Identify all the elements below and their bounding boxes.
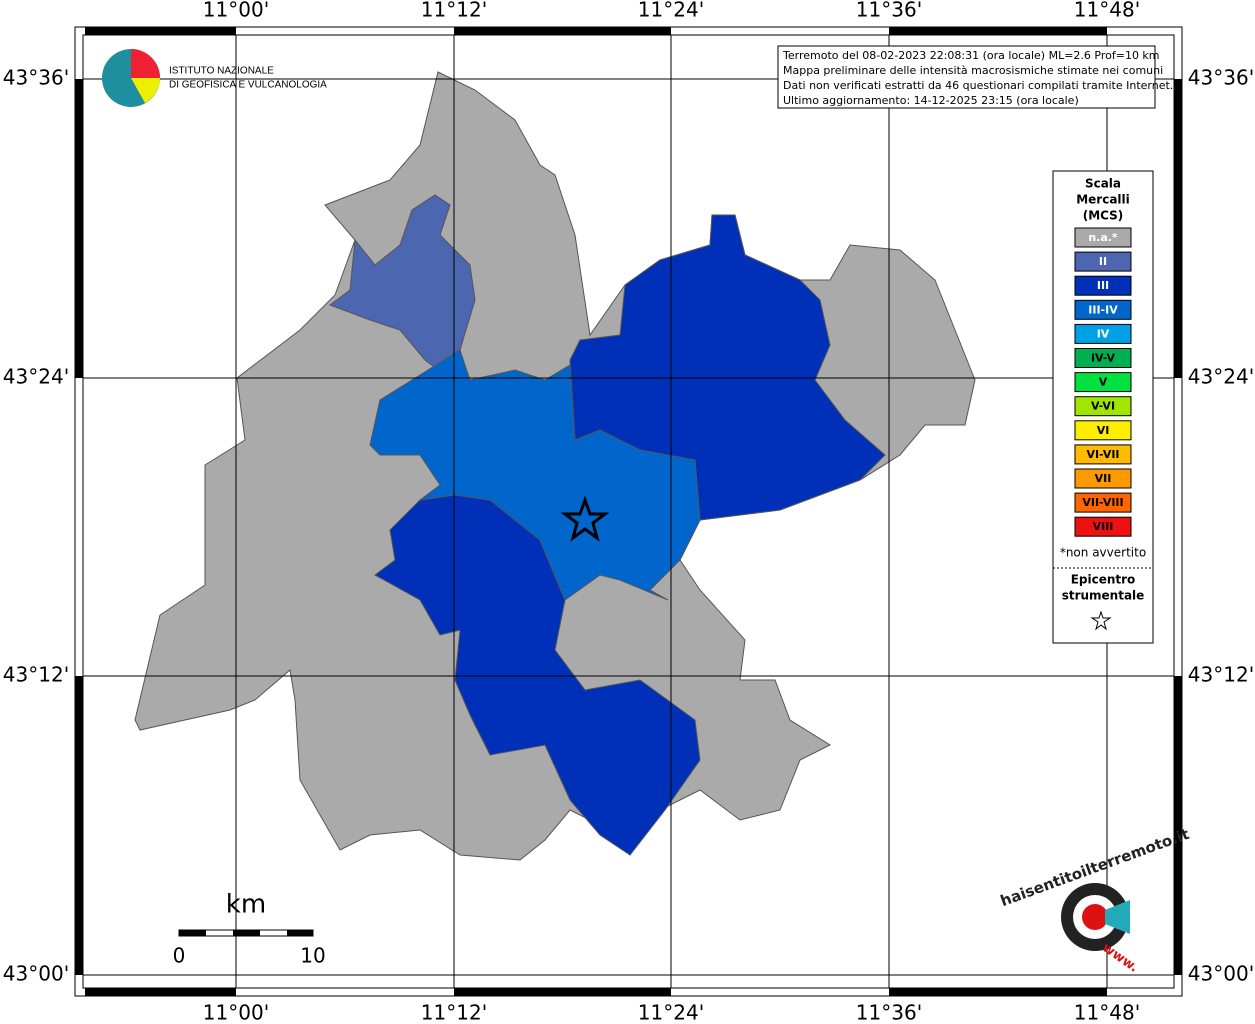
lon-label: 11°00' [203,0,269,22]
legend-swatch [1074,468,1132,489]
legend-label: IV [1097,327,1110,340]
region-ii [328,194,476,376]
legend-swatch [1074,420,1132,441]
legend-swatch [1074,516,1132,537]
legend-swatch [1074,227,1132,248]
legend-swatch [1074,275,1132,296]
legend-swatch [1074,251,1132,272]
legend-label: VI-VII [1086,448,1119,461]
scale-label: 0 [173,944,186,968]
scale-bar: km 0 10 [173,890,326,968]
legend-label: III-IV [1088,303,1118,316]
logo: ISTITUTO NAZIONALE DI GEOFISICA E VULCAN… [102,49,327,107]
logo-segment [131,78,160,103]
lat-label: 43°00' [3,962,69,986]
frame-bar [889,27,1107,35]
legend-swatch [1074,444,1132,465]
scale-label: 10 [300,944,325,968]
lon-label: 11°36' [856,0,922,22]
legend-epicenter: strumentale [1062,589,1145,603]
legend-label: VII [1095,472,1112,485]
lon-label: 11°48' [1074,0,1140,22]
inner-frame [82,34,1175,989]
legend-swatch [1074,372,1132,393]
logo-text: DI GEOFISICA E VULCANOLOGIA [169,80,327,91]
scale-segment [233,930,260,936]
lat-label: 43°00' [1188,962,1254,986]
legend-title: Scala [1085,177,1121,191]
legend-title: Mercalli [1076,193,1130,207]
logo-segment [131,49,160,78]
lat-label: 43°36' [1188,66,1254,90]
info-box [777,45,1156,109]
info-text: Terremoto del 08-02-2023 22:08:31 (ora l… [782,49,1173,107]
legend-swatch [1074,492,1132,513]
legend-label: V-VI [1091,400,1115,413]
lat-label: 43°12' [1188,663,1254,687]
frame-bar [75,79,83,378]
frame-bar [85,988,236,996]
regions [134,71,976,861]
legend-title: (MCS) [1083,209,1124,223]
frame-bar [454,988,671,996]
badge-core [1082,904,1108,930]
lat-label: 43°36' [3,66,69,90]
lat-label: 43°24' [3,365,69,389]
legend-star [1090,610,1112,631]
lat-label: 43°24' [1188,365,1254,389]
legend-swatch [1074,396,1132,417]
region-iii-iv [369,349,701,601]
frame-bar [75,676,83,975]
legend-swatch [1074,299,1132,320]
legend-swatch [1074,323,1132,344]
scale-segment [179,930,206,936]
lat-label: 43°12' [3,663,69,687]
scale-unit: km [226,890,266,920]
info-line: Dati non verificati estratti da 46 quest… [783,79,1173,92]
legend-note: *non avvertito [1060,546,1146,560]
frame-bar [454,27,671,35]
frame-bar [1174,79,1182,378]
lon-label: 11°12' [421,1001,487,1024]
legend-label: V [1099,376,1108,389]
lon-label: 11°24' [638,1001,704,1024]
logo-text: ISTITUTO NAZIONALE [169,66,274,77]
legend-label: III [1097,279,1109,292]
lon-label: 11°24' [638,0,704,22]
frame-bar [1174,676,1182,975]
frame-bar [85,27,236,35]
legend-label: IV-V [1091,352,1116,365]
badge-speaker [1105,900,1130,934]
lon-label: 11°48' [1074,1001,1140,1024]
legend-label: VI [1097,424,1110,437]
legend-label: n.a.* [1088,231,1118,244]
epicenter-star [560,495,610,542]
legend: ScalaMercalli(MCS)n.a.*IIIIIIII-IVIVIV-V… [1053,177,1153,631]
info-line: Mappa preliminare delle intensità macros… [783,64,1163,77]
frame-bar [889,988,1107,996]
legend-label: VII-VIII [1082,496,1123,509]
legend-epicenter: Epicentro [1071,573,1136,587]
info-line: Ultimo aggiornamento: 14-12-2025 23:15 (… [783,94,1079,107]
lon-label: 11°36' [856,1001,922,1024]
info-line: Terremoto del 08-02-2023 22:08:31 (ora l… [782,49,1160,62]
legend-label: VIII [1093,520,1114,533]
legend-label: II [1099,255,1107,268]
scale-segment [287,930,313,936]
legend-swatch [1074,348,1132,368]
lon-label: 11°00' [203,1001,269,1024]
lon-label: 11°12' [421,0,487,22]
